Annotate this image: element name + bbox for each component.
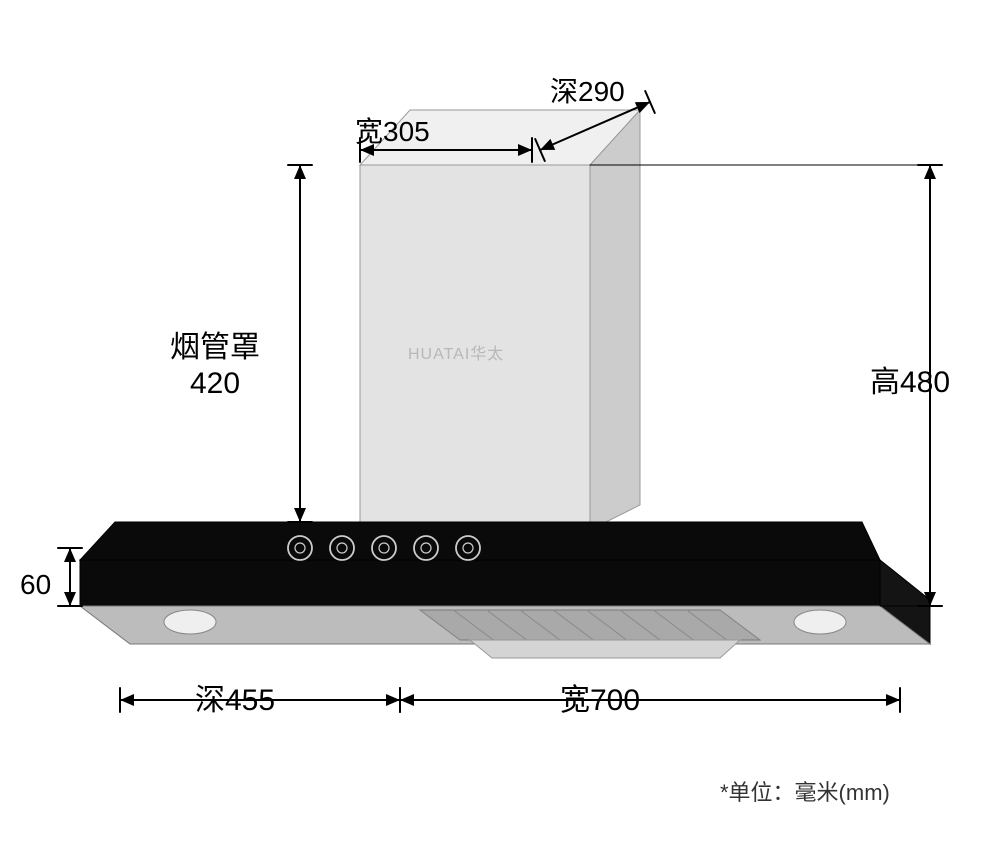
dim-label-chimney-height: 烟管罩 420: [170, 330, 260, 402]
diagram-svg: [0, 0, 990, 850]
diagram-stage: 宽305 深290 烟管罩 420 高480 60 深455 宽700 *单位：…: [0, 0, 990, 850]
dim-label-panel-height: 60: [20, 568, 51, 602]
dim-label-body-depth: 深455: [195, 683, 275, 719]
dim-label-body-width: 宽700: [560, 683, 640, 719]
unit-note: *单位：毫米(mm): [720, 780, 890, 806]
dim-label-top-depth: 深290: [550, 75, 625, 109]
brand-watermark: HUATAI华太: [408, 345, 504, 364]
dim-label-total-height: 高480: [870, 365, 950, 401]
dim-label-top-width: 宽305: [355, 115, 430, 149]
